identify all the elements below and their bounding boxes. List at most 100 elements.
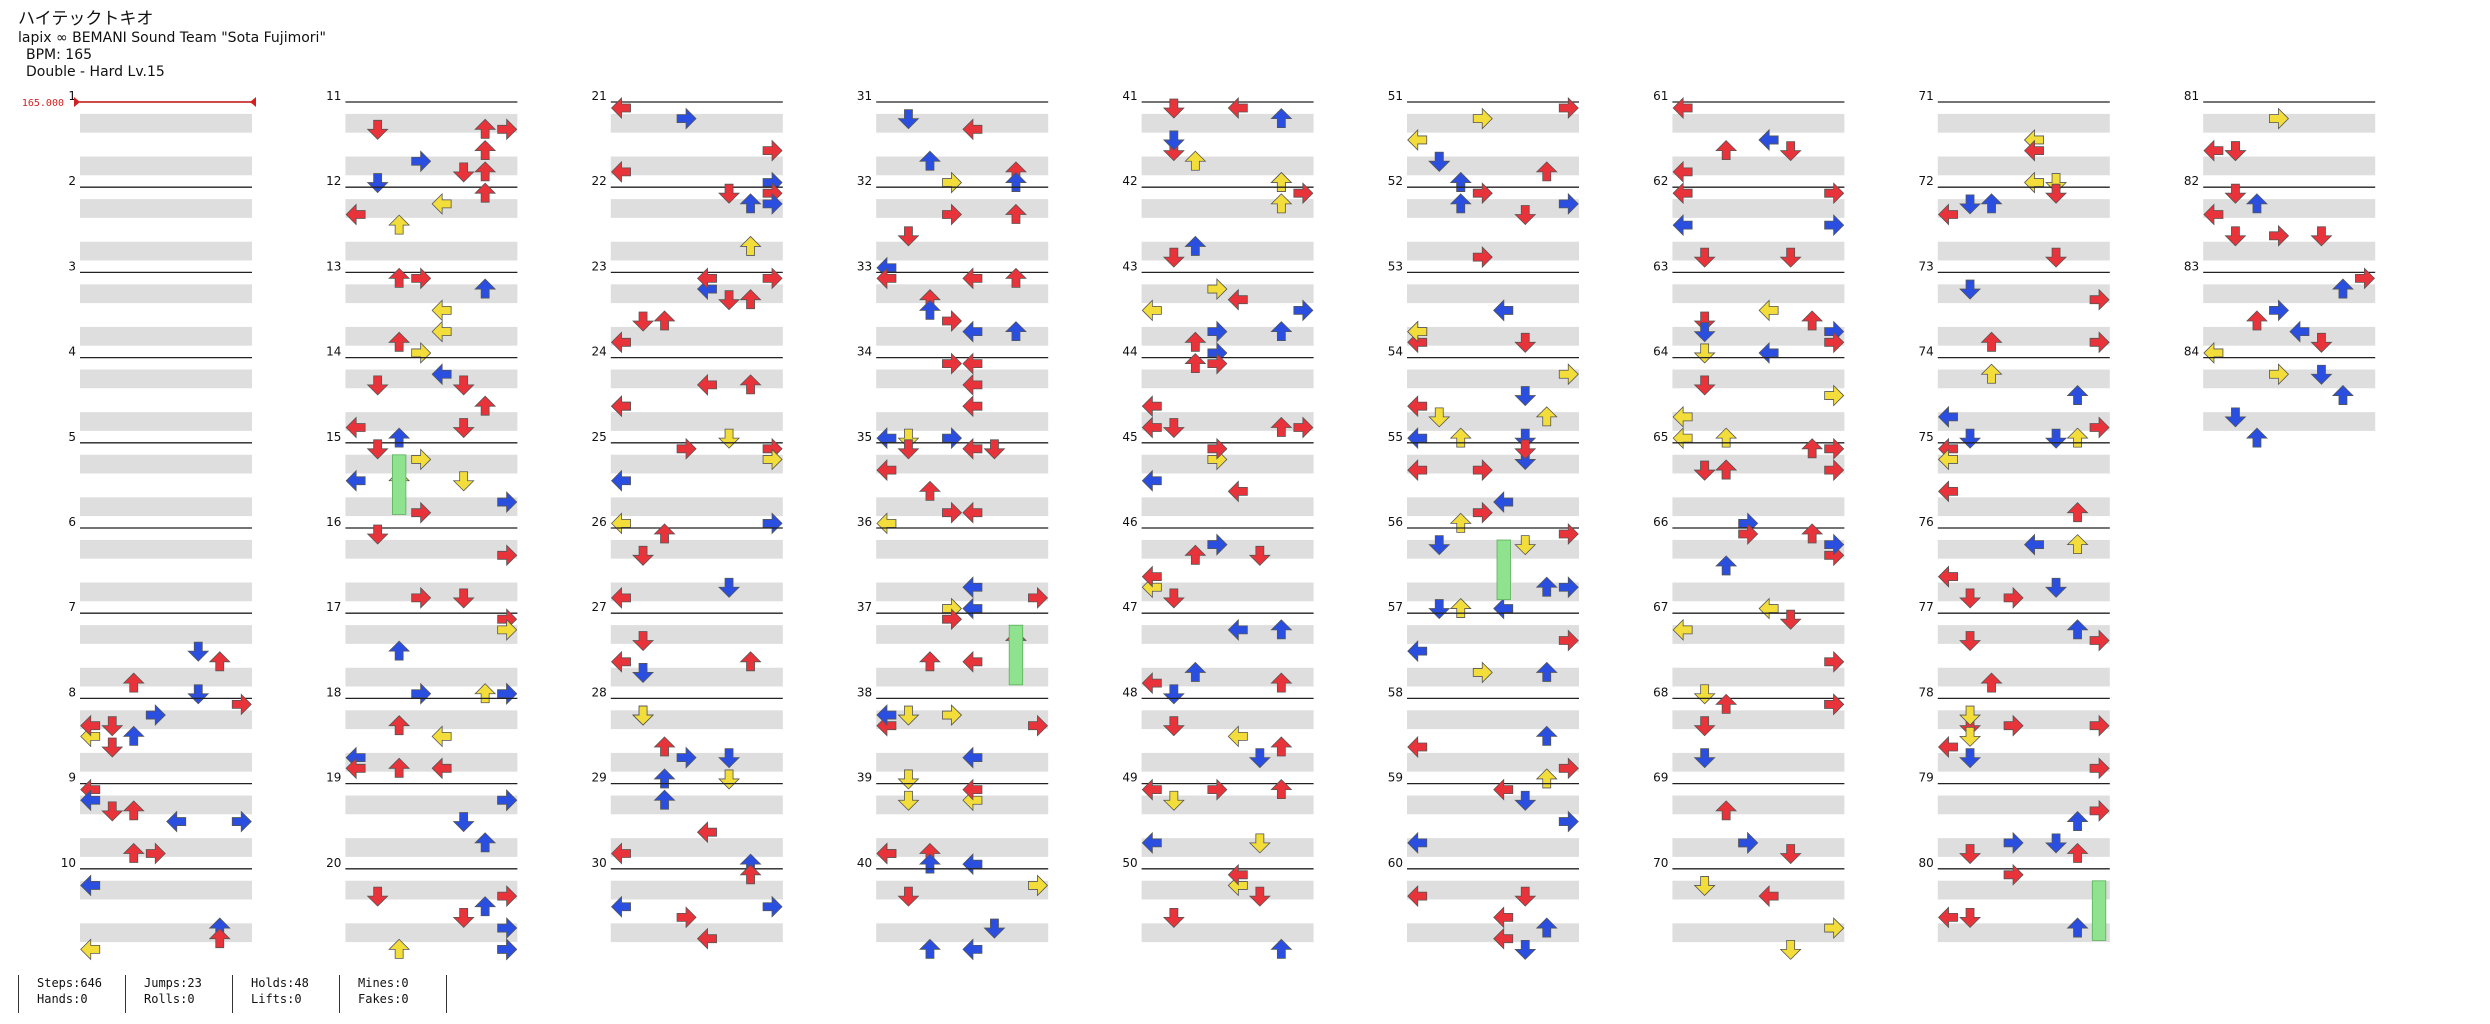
arrow-up-icon	[1270, 736, 1293, 757]
stat-column: Mines:0 Fakes:0	[339, 975, 446, 1013]
arrow-down-icon	[1428, 407, 1451, 428]
measure-band	[610, 923, 783, 943]
arrow-right-icon	[1293, 299, 1314, 322]
arrow-down-icon	[2224, 226, 2247, 247]
arrow-down-icon	[2224, 183, 2247, 204]
arrow-right-icon	[1558, 757, 1579, 780]
arrow-up-icon	[1449, 171, 1472, 192]
arrow-left-icon	[1407, 427, 1428, 450]
arrow-down-icon	[366, 375, 389, 396]
measure-band	[610, 667, 783, 687]
arrow-up-icon	[388, 331, 411, 352]
measure-band	[876, 667, 1049, 687]
arrow-right-icon	[2003, 586, 2024, 609]
arrow-up-icon	[388, 427, 411, 448]
arrow-right-icon	[497, 544, 518, 567]
arrow-up-icon	[1270, 108, 1293, 129]
measure-band	[1937, 795, 2110, 815]
arrow-down-icon	[452, 375, 475, 396]
measure-band	[80, 241, 252, 261]
arrow-down-icon	[718, 769, 741, 790]
step-chart: 1234567891011121314151617181920212223242…	[22, 89, 2376, 961]
arrow-left-icon	[876, 704, 897, 727]
arrow-down-icon	[187, 684, 210, 705]
measure-band	[1141, 156, 1314, 176]
measure-band	[345, 923, 518, 943]
arrow-down-icon	[632, 311, 655, 332]
arrow-down-icon	[1959, 705, 1982, 726]
arrow-right-icon	[1558, 576, 1579, 599]
measure-band	[80, 113, 252, 133]
arrow-left-icon	[1227, 725, 1248, 748]
arrow-up-icon	[918, 299, 941, 320]
measure-number: 53	[1388, 259, 1403, 273]
arrow-down-icon	[1693, 716, 1716, 737]
arrow-left-icon	[1141, 565, 1162, 588]
arrow-right-icon	[942, 501, 963, 524]
measure-number: 44	[1122, 345, 1137, 359]
arrow-down-icon	[366, 524, 389, 545]
arrow-up-icon	[122, 800, 145, 821]
arrow-left-icon	[1141, 778, 1162, 801]
measure-number: 69	[1653, 771, 1668, 785]
arrow-right-icon	[2269, 107, 2290, 130]
measure-number: 20	[326, 856, 341, 870]
measure-number: 4	[68, 345, 76, 359]
arrow-down-icon	[718, 748, 741, 769]
arrow-down-icon	[897, 790, 920, 811]
arrow-left-icon	[962, 778, 983, 801]
measure-band	[2203, 326, 2376, 346]
measure-number: 23	[592, 259, 607, 273]
measure-number: 75	[1919, 430, 1934, 444]
measure-band	[345, 710, 518, 730]
arrow-down-icon	[452, 588, 475, 609]
arrow-up-icon	[1270, 779, 1293, 799]
bpm-marker-left-icon	[74, 97, 80, 107]
arrow-right-icon	[1738, 523, 1759, 545]
arrow-left-icon	[610, 331, 631, 354]
arrow-left-icon	[1493, 491, 1514, 514]
measure-band	[1407, 582, 1579, 602]
arrow-right-icon	[1472, 501, 1493, 524]
measure-number: 17	[326, 600, 341, 614]
measure-number: 36	[857, 515, 872, 529]
arrow-up-icon	[1004, 203, 1027, 224]
measure-band	[876, 880, 1049, 900]
arrow-down-icon	[1693, 876, 1716, 897]
measure-band	[610, 795, 783, 815]
measure-number: 3	[68, 259, 76, 273]
arrow-up-icon	[388, 214, 411, 235]
measure-band	[1937, 199, 2110, 218]
arrow-down-icon	[1959, 279, 1982, 300]
measure-band	[876, 412, 1049, 431]
arrow-left-icon	[610, 650, 631, 673]
measure-band	[610, 752, 783, 772]
measure-band	[1407, 241, 1579, 261]
measure-number: 71	[1919, 89, 1934, 103]
measure-band	[610, 241, 783, 261]
arrow-up-icon	[918, 938, 941, 959]
arrow-up-icon	[388, 267, 411, 288]
arrow-down-icon	[452, 418, 475, 439]
measure-band	[1407, 199, 1579, 218]
arrow-up-icon	[2066, 619, 2089, 640]
arrow-left-icon	[696, 373, 717, 396]
arrow-down-icon	[897, 769, 920, 790]
measure-band	[1141, 326, 1314, 346]
measure-number: 83	[2184, 259, 2199, 273]
arrow-left-icon	[962, 395, 983, 418]
measure-band	[1672, 369, 1845, 389]
stats-bar: Steps:646 Hands:0 Jumps:23 Rolls:0 Holds…	[18, 975, 448, 1013]
measure-number: 54	[1388, 345, 1403, 359]
measure-band	[1407, 113, 1579, 133]
measure-number: 25	[592, 430, 607, 444]
measure-band	[1672, 539, 1845, 559]
arrow-right-icon	[1207, 533, 1228, 556]
arrow-up-icon	[653, 789, 676, 810]
arrow-left-icon	[1227, 480, 1248, 503]
arrow-down-icon	[718, 183, 741, 204]
arrow-down-icon	[1959, 748, 1982, 769]
measure-band	[610, 625, 783, 644]
arrow-left-icon	[345, 416, 366, 439]
arrow-up-icon	[1715, 693, 1738, 714]
